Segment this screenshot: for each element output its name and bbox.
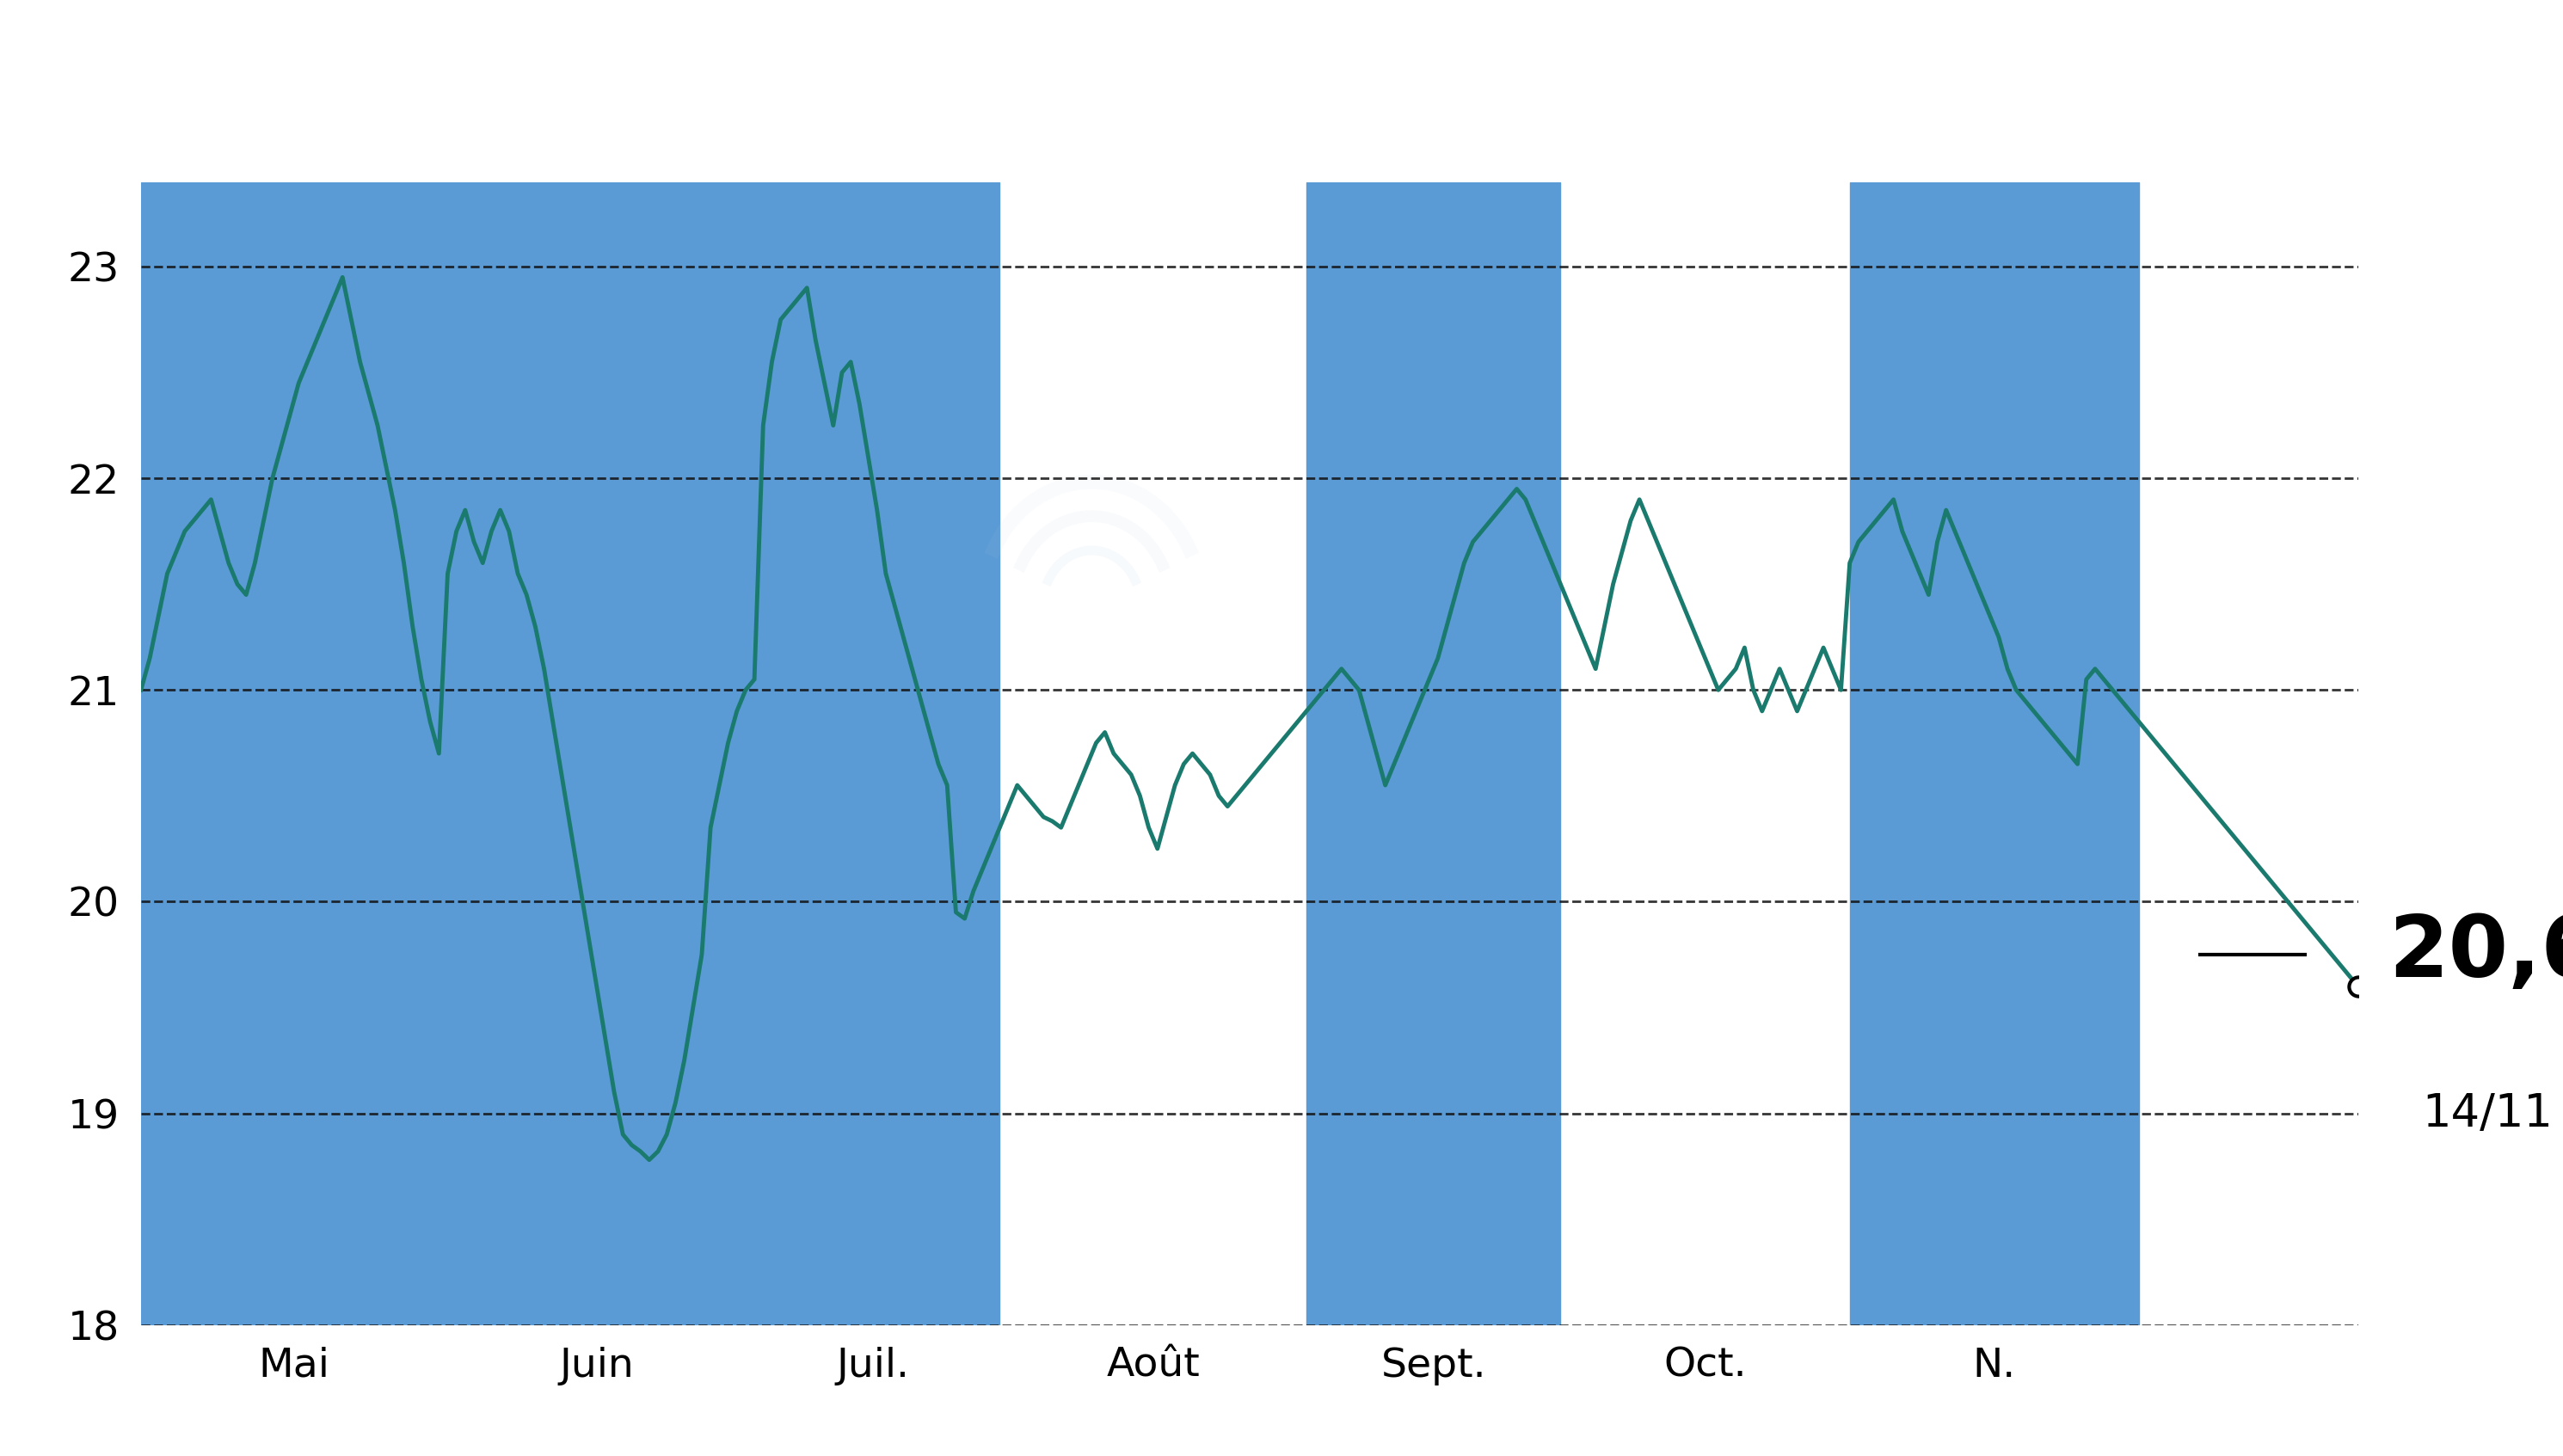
Bar [141,182,449,1325]
Text: 20,60: 20,60 [2389,911,2563,996]
Bar [1850,182,2140,1325]
Text: PATRIMOINE ET COMM: PATRIMOINE ET COMM [697,31,1866,122]
Bar [1307,182,1561,1325]
Text: 14/11: 14/11 [2422,1092,2553,1136]
Bar [449,182,746,1325]
Bar [746,182,1000,1325]
